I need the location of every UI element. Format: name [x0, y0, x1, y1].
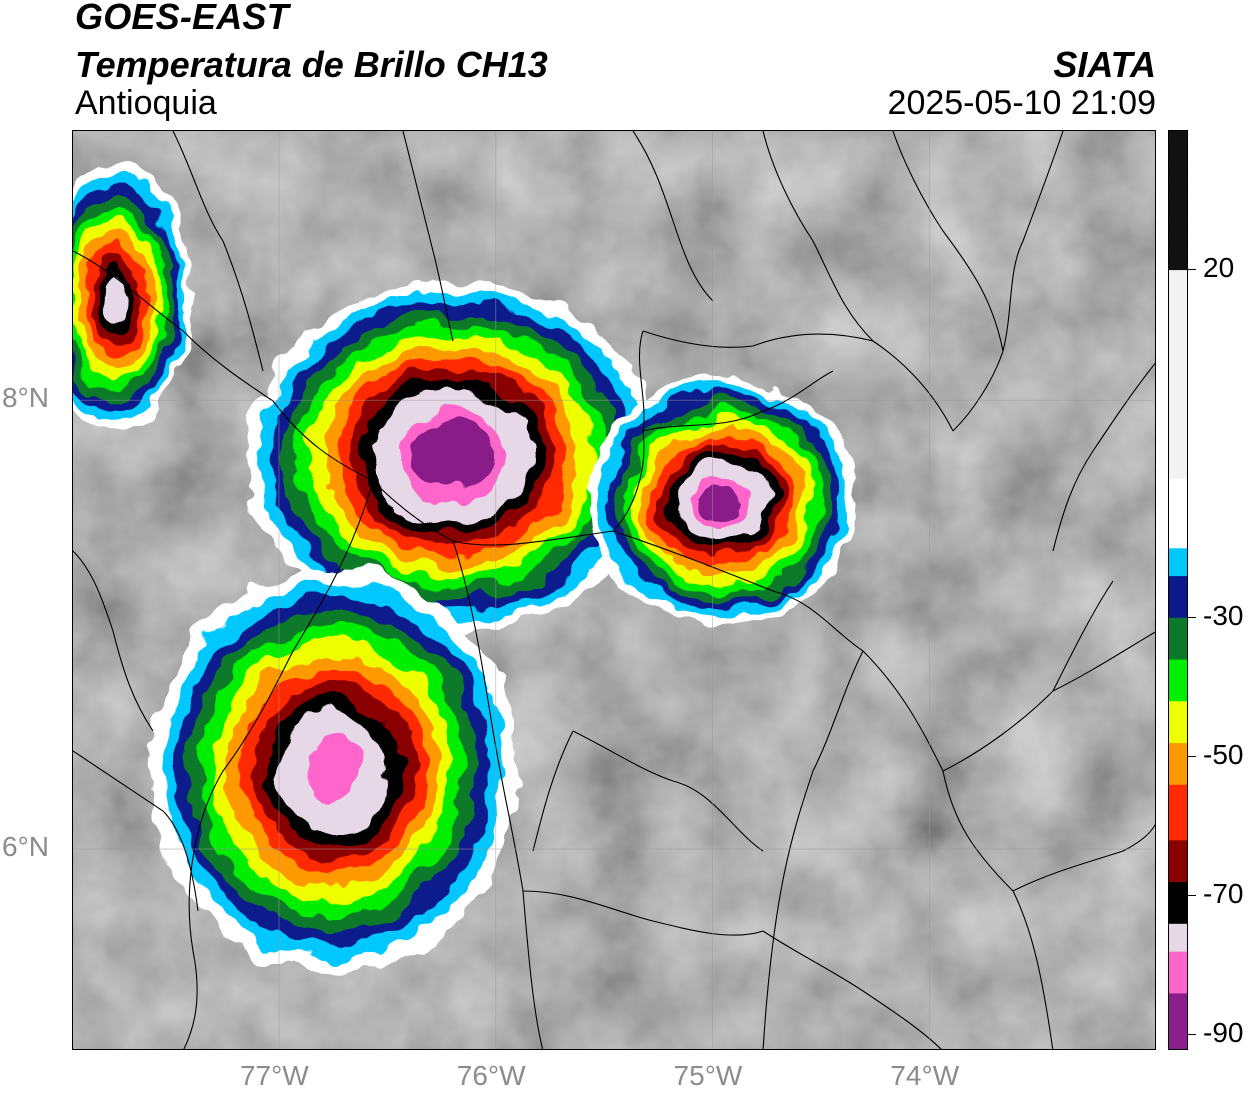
colorbar-bin [1169, 339, 1187, 355]
colorbar-bin [1169, 186, 1187, 202]
colorbar-tick [1188, 616, 1196, 618]
lon-tick-label: 75°W [673, 1060, 743, 1091]
colorbar-bin [1169, 909, 1187, 925]
colorbar-bin [1169, 659, 1187, 675]
colorbar-bin [1169, 882, 1187, 897]
colorbar-bin [1169, 701, 1187, 716]
colorbar-bin [1169, 951, 1187, 967]
colorbar-bin [1169, 1007, 1187, 1022]
political-borders [73, 131, 1155, 1049]
contour-level [304, 739, 362, 802]
colorbar-tick-label: -90 [1203, 1017, 1244, 1049]
colorbar-bin [1169, 729, 1187, 744]
colorbar-bin [1169, 854, 1187, 869]
colorbar-bin [1169, 242, 1187, 257]
colorbar-bin [1169, 617, 1187, 633]
colorbar-bin [1169, 450, 1187, 466]
colorbar [1168, 130, 1188, 1050]
colorbar-bin [1169, 1035, 1187, 1049]
colorbar-bin [1169, 603, 1187, 619]
colorbar-bin [1169, 937, 1187, 953]
colorbar-bin [1169, 826, 1187, 841]
colorbar-bin [1169, 284, 1187, 299]
storm-cell-choco [148, 568, 518, 973]
contour-level [424, 432, 481, 481]
colorbar-tick-label: 20 [1203, 252, 1235, 284]
colorbar-bin [1169, 409, 1187, 424]
colorbar-bin [1169, 631, 1187, 647]
colorbar-bin [1169, 576, 1187, 591]
agency-label: SIATA [1053, 44, 1156, 85]
colorbar-bin [1169, 1021, 1187, 1036]
colorbar-tick-label: -50 [1203, 738, 1244, 770]
colorbar-bin [1169, 979, 1187, 994]
colorbar-bin [1169, 756, 1187, 772]
colorbar-bin [1169, 131, 1187, 146]
colorbar-bin [1169, 784, 1187, 800]
colorbar-bin [1169, 534, 1187, 549]
colorbar-tick-label: -70 [1203, 878, 1244, 909]
lat-tick-label: 6°N [2, 831, 49, 863]
colorbar-bin [1169, 562, 1187, 577]
colorbar-bin [1169, 965, 1187, 981]
satellite-title: GOES-EAST [75, 0, 289, 37]
colorbar-tick [1188, 755, 1196, 757]
colorbar-bin [1169, 270, 1187, 285]
colorbar-bin [1169, 214, 1187, 229]
colorbar-bin [1169, 645, 1187, 661]
lon-tick-label: 77°W [239, 1060, 309, 1091]
satellite-map[interactable] [72, 130, 1156, 1050]
colorbar-bin [1169, 228, 1187, 243]
colorbar-bin [1169, 687, 1187, 702]
colorbar-bin [1169, 590, 1187, 605]
colorbar-bin [1169, 743, 1187, 758]
region-label: Antioquia [75, 84, 217, 122]
colorbar-bin [1169, 993, 1187, 1008]
colorbar-bin [1169, 144, 1187, 160]
colorbar-bin [1169, 798, 1187, 814]
contour-level [703, 483, 743, 520]
colorbar-bin [1169, 464, 1187, 480]
colorbar-bin [1169, 437, 1187, 452]
storm-cell-uraba-west [73, 164, 193, 434]
storm-cell-magdalena [588, 377, 858, 625]
colorbar-bin [1169, 520, 1187, 535]
colorbar-tick [1188, 895, 1196, 896]
colorbar-bin [1169, 297, 1187, 313]
lon-tick-label: 76°W [456, 1060, 526, 1091]
product-title: Temperatura de Brillo CH13 [75, 44, 548, 85]
graticule [73, 131, 1155, 1049]
colorbar-bin [1169, 812, 1187, 828]
colorbar-bin [1169, 256, 1187, 271]
colorbar-bin [1169, 506, 1187, 522]
lon-tick-label: 74°W [890, 1060, 960, 1091]
datetime-label: 2025-05-10 21:09 [887, 84, 1156, 122]
colorbar-bin [1169, 868, 1187, 883]
colorbar-bin [1169, 840, 1187, 855]
colorbar-bin [1169, 311, 1187, 327]
colorbar-bin [1169, 367, 1187, 382]
colorbar-tick [1188, 1034, 1196, 1036]
colorbar-tick-label: -30 [1203, 599, 1244, 631]
colorbar-bin [1169, 770, 1187, 786]
colorbar-bin [1169, 200, 1187, 216]
colorbar-bin [1169, 325, 1187, 341]
colorbar-bin [1169, 395, 1187, 410]
colorbar-bin [1169, 548, 1187, 563]
colorbar-tick [1188, 269, 1196, 271]
colorbar-bin [1169, 353, 1187, 369]
colorbar-bin [1169, 715, 1187, 730]
colorbar-bin [1169, 673, 1187, 688]
colorbar-bin [1169, 381, 1187, 396]
lat-tick-label: 8°N [2, 382, 49, 414]
contour-level [102, 275, 131, 324]
colorbar-bin [1169, 478, 1187, 494]
colorbar-bin [1169, 896, 1187, 911]
storm-cell-norte [246, 281, 659, 632]
colorbar-bin [1169, 923, 1187, 939]
colorbar-bin [1169, 423, 1187, 438]
colorbar-bin [1169, 172, 1187, 188]
colorbar-bin [1169, 492, 1187, 508]
colorbar-bin [1169, 158, 1187, 174]
